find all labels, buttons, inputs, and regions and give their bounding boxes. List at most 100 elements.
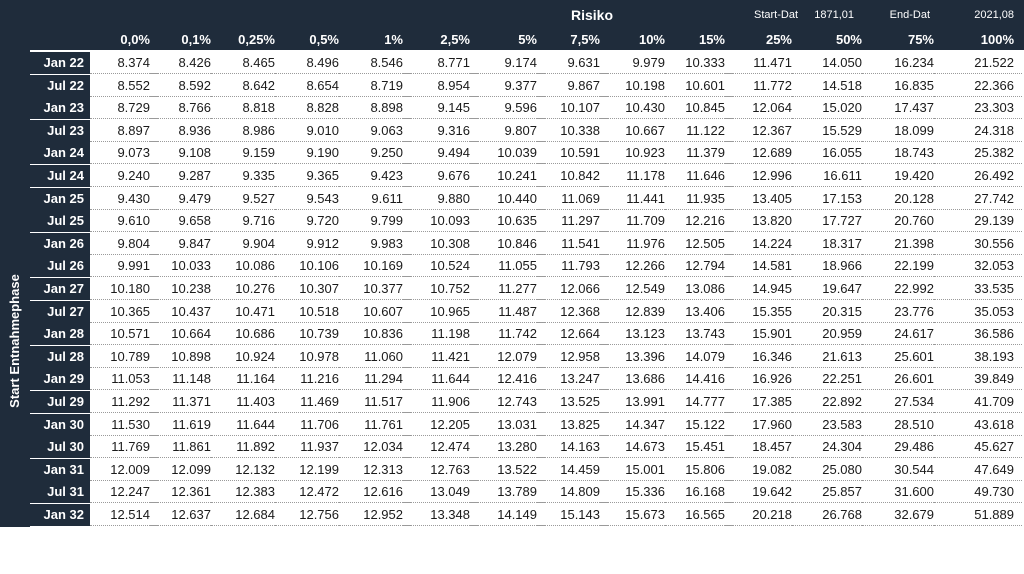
table-cell[interactable]: 10.518 — [275, 301, 347, 323]
row-header[interactable]: Jul 22 — [30, 75, 90, 97]
table-cell[interactable]: 11.861 — [150, 436, 219, 458]
table-cell[interactable]: 11.706 — [275, 414, 347, 436]
table-cell[interactable]: 14.050 — [792, 52, 870, 74]
table-cell[interactable]: 11.906 — [403, 391, 478, 413]
table-cell[interactable]: 10.664 — [150, 323, 219, 345]
table-cell[interactable]: 22.251 — [792, 368, 870, 390]
table-cell[interactable]: 10.524 — [403, 255, 478, 277]
table-cell[interactable]: 20.128 — [862, 188, 942, 210]
table-cell[interactable]: 13.686 — [600, 368, 673, 390]
row-header[interactable]: Jul 24 — [30, 165, 90, 187]
table-cell[interactable]: 38.193 — [934, 346, 1022, 368]
table-cell[interactable]: 11.060 — [339, 346, 411, 368]
table-cell[interactable]: 9.365 — [275, 165, 347, 187]
table-cell[interactable]: 12.763 — [403, 459, 478, 481]
table-cell[interactable]: 12.689 — [725, 142, 800, 164]
table-cell[interactable]: 16.926 — [725, 368, 800, 390]
table-cell[interactable]: 8.936 — [150, 120, 219, 142]
table-cell[interactable]: 8.771 — [403, 52, 478, 74]
table-cell[interactable]: 9.867 — [537, 75, 608, 97]
table-cell[interactable]: 10.635 — [470, 210, 545, 232]
table-cell[interactable]: 30.544 — [862, 459, 942, 481]
table-cell[interactable]: 10.106 — [275, 255, 347, 277]
table-cell[interactable]: 11.053 — [90, 368, 158, 390]
row-header[interactable]: Jul 30 — [30, 436, 90, 458]
table-cell[interactable]: 12.216 — [665, 210, 733, 232]
table-cell[interactable]: 29.486 — [862, 436, 942, 458]
table-cell[interactable]: 13.405 — [725, 188, 800, 210]
table-cell[interactable]: 12.996 — [725, 165, 800, 187]
table-cell[interactable]: 12.794 — [665, 255, 733, 277]
table-cell[interactable]: 10.365 — [90, 301, 158, 323]
column-header[interactable]: 10% — [638, 32, 665, 47]
table-cell[interactable]: 15.336 — [600, 481, 673, 503]
table-cell[interactable]: 12.247 — [90, 481, 158, 503]
table-cell[interactable]: 8.654 — [275, 75, 347, 97]
table-cell[interactable]: 11.646 — [665, 165, 733, 187]
table-cell[interactable]: 8.897 — [90, 120, 158, 142]
table-cell[interactable]: 9.991 — [90, 255, 158, 277]
table-cell[interactable]: 10.846 — [470, 233, 545, 255]
table-cell[interactable]: 29.139 — [934, 210, 1022, 232]
table-cell[interactable]: 9.430 — [90, 188, 158, 210]
table-cell[interactable]: 16.168 — [665, 481, 733, 503]
table-cell[interactable]: 9.676 — [403, 165, 478, 187]
table-cell[interactable]: 12.064 — [725, 97, 800, 119]
table-cell[interactable]: 8.465 — [211, 52, 283, 74]
table-cell[interactable]: 8.546 — [339, 52, 411, 74]
table-cell[interactable]: 11.198 — [403, 323, 478, 345]
table-cell[interactable]: 9.479 — [150, 188, 219, 210]
table-cell[interactable]: 9.611 — [339, 188, 411, 210]
table-cell[interactable]: 10.898 — [150, 346, 219, 368]
table-cell[interactable]: 12.952 — [339, 504, 411, 526]
table-cell[interactable]: 12.664 — [537, 323, 608, 345]
table-cell[interactable]: 9.145 — [403, 97, 478, 119]
table-cell[interactable]: 11.793 — [537, 255, 608, 277]
table-cell[interactable]: 13.049 — [403, 481, 478, 503]
table-cell[interactable]: 11.379 — [665, 142, 733, 164]
table-cell[interactable]: 12.756 — [275, 504, 347, 526]
table-cell[interactable]: 13.247 — [537, 368, 608, 390]
table-cell[interactable]: 8.954 — [403, 75, 478, 97]
table-cell[interactable]: 11.297 — [537, 210, 608, 232]
row-header[interactable]: Jan 23 — [30, 97, 90, 119]
table-cell[interactable]: 9.527 — [211, 188, 283, 210]
table-cell[interactable]: 19.647 — [792, 278, 870, 300]
table-cell[interactable]: 43.618 — [934, 414, 1022, 436]
table-cell[interactable]: 20.959 — [792, 323, 870, 345]
column-header[interactable]: 7,5% — [570, 32, 600, 47]
table-cell[interactable]: 14.079 — [665, 346, 733, 368]
table-cell[interactable]: 27.534 — [862, 391, 942, 413]
table-cell[interactable]: 30.556 — [934, 233, 1022, 255]
table-cell[interactable]: 21.613 — [792, 346, 870, 368]
table-cell[interactable]: 13.743 — [665, 323, 733, 345]
table-cell[interactable]: 33.535 — [934, 278, 1022, 300]
table-cell[interactable]: 27.742 — [934, 188, 1022, 210]
table-cell[interactable]: 31.600 — [862, 481, 942, 503]
table-cell[interactable]: 11.471 — [725, 52, 800, 74]
table-cell[interactable]: 39.849 — [934, 368, 1022, 390]
table-cell[interactable]: 10.430 — [600, 97, 673, 119]
table-cell[interactable]: 15.451 — [665, 436, 733, 458]
table-cell[interactable]: 18.317 — [792, 233, 870, 255]
table-cell[interactable]: 23.303 — [934, 97, 1022, 119]
table-cell[interactable]: 13.396 — [600, 346, 673, 368]
table-cell[interactable]: 16.055 — [792, 142, 870, 164]
table-cell[interactable]: 10.039 — [470, 142, 545, 164]
table-cell[interactable]: 51.889 — [934, 504, 1022, 526]
table-cell[interactable]: 10.686 — [211, 323, 283, 345]
row-header[interactable]: Jan 25 — [30, 188, 90, 210]
table-cell[interactable]: 41.709 — [934, 391, 1022, 413]
table-cell[interactable]: 11.644 — [403, 368, 478, 390]
table-cell[interactable]: 9.159 — [211, 142, 283, 164]
column-header[interactable]: 5% — [518, 32, 537, 47]
table-cell[interactable]: 8.552 — [90, 75, 158, 97]
table-cell[interactable]: 16.346 — [725, 346, 800, 368]
table-cell[interactable]: 47.649 — [934, 459, 1022, 481]
table-cell[interactable]: 24.318 — [934, 120, 1022, 142]
table-cell[interactable]: 12.514 — [90, 504, 158, 526]
table-cell[interactable]: 20.760 — [862, 210, 942, 232]
table-cell[interactable]: 11.421 — [403, 346, 478, 368]
column-header[interactable]: 25% — [765, 32, 792, 47]
row-header[interactable]: Jul 27 — [30, 301, 90, 323]
